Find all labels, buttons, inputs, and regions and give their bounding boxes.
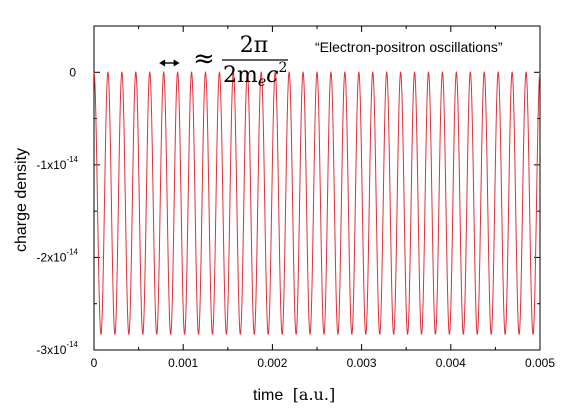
x-tick-label: 0.001 bbox=[168, 356, 198, 370]
y-tick-labels: 0 -1x10-14 -2x10-14 -3x10-14 bbox=[36, 65, 78, 357]
x-tick-label: 0 bbox=[91, 356, 98, 370]
y-axis-label: charge density bbox=[13, 148, 30, 252]
approx-symbol: ≈ bbox=[193, 44, 215, 74]
y-tick-label: -3x10-14 bbox=[36, 340, 78, 357]
y-tick-label: 0 bbox=[69, 65, 76, 79]
period-denominator: 2mec2 bbox=[223, 60, 287, 90]
period-arrow bbox=[159, 59, 180, 67]
x-tick-label: 0.003 bbox=[347, 356, 377, 370]
x-axis-label: time [a.u.] bbox=[253, 385, 335, 404]
axis-ticks bbox=[93, 25, 541, 351]
annotation-title: “Electron-positron oscillations” bbox=[315, 39, 503, 55]
x-tick-labels: 0 0.001 0.002 0.003 0.004 0.005 bbox=[91, 356, 556, 370]
x-tick-label: 0.002 bbox=[257, 356, 287, 370]
x-tick-label: 0.005 bbox=[525, 356, 555, 370]
period-numerator: 2π bbox=[240, 33, 268, 58]
x-tick-label: 0.004 bbox=[436, 356, 466, 370]
series-line bbox=[93, 70, 541, 335]
y-tick-label: -1x10-14 bbox=[36, 155, 78, 172]
y-tick-label: -2x10-14 bbox=[36, 247, 78, 264]
